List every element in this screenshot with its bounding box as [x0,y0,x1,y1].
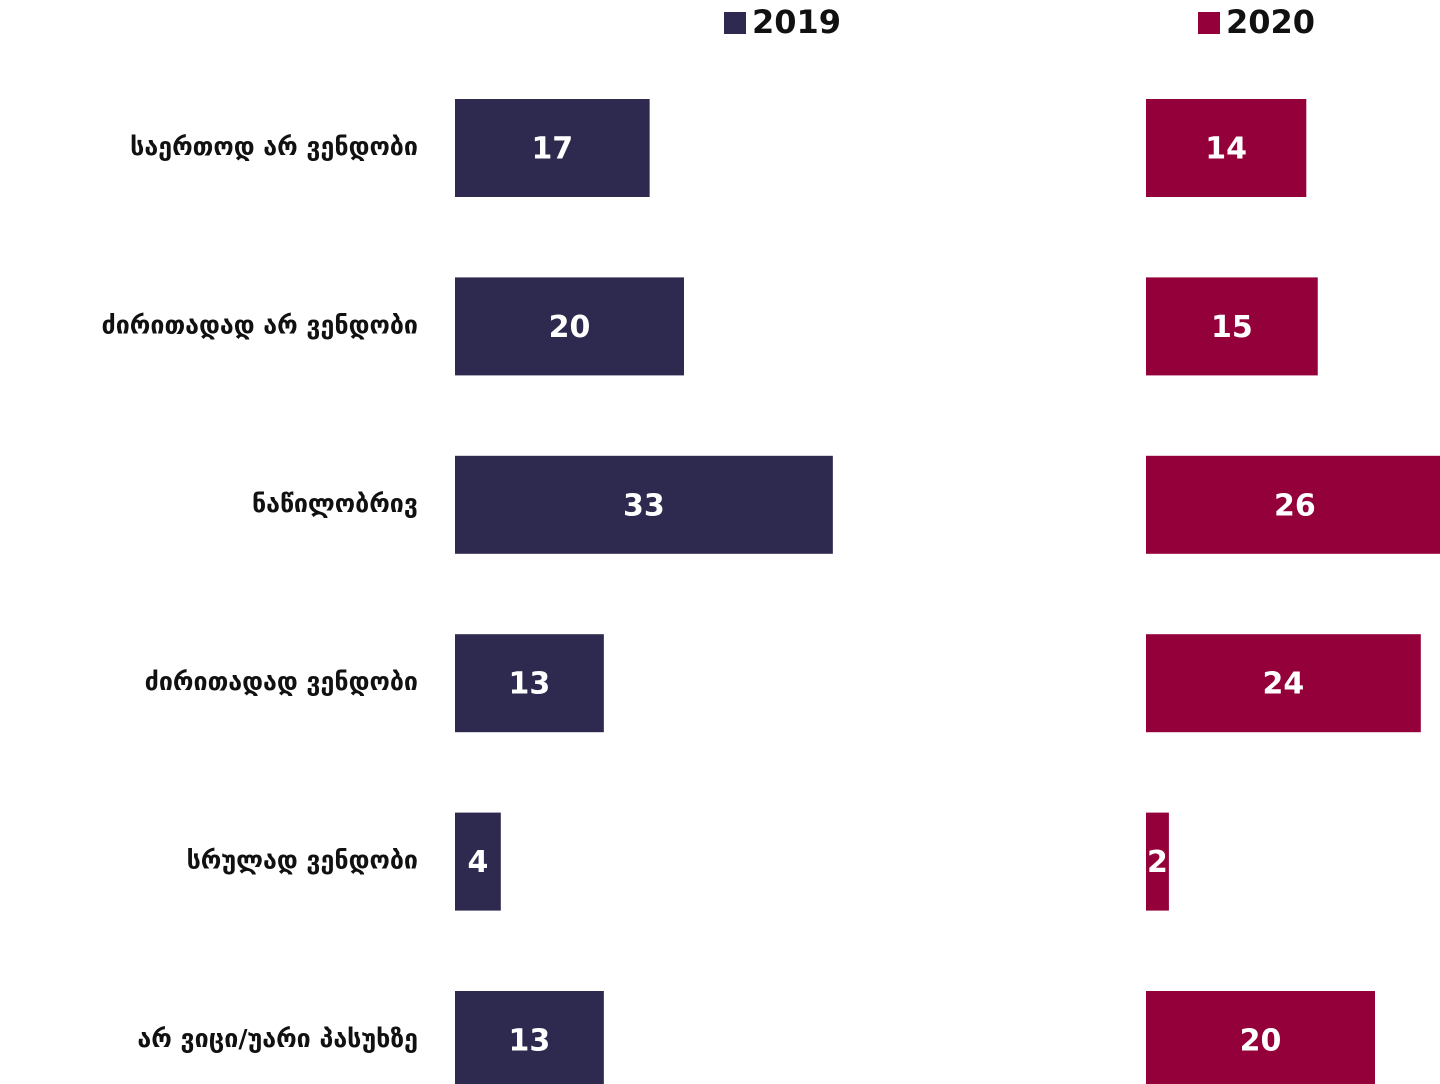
value-label: 15 [1211,310,1253,345]
value-label: 33 [623,488,665,523]
bar [455,991,604,1084]
bar [455,812,501,911]
value-label: 20 [549,310,591,345]
bar [1146,634,1421,733]
bar [1146,991,1375,1084]
value-label: 2 [1147,845,1168,880]
bar [1146,99,1307,197]
legend-label: 2020 [1226,3,1315,41]
category-label: ნაწილობრივ [252,489,418,518]
value-label: 13 [509,1024,551,1059]
value-label: 24 [1263,667,1305,702]
category-label: ძირითადად არ ვენდობი [102,310,418,339]
value-label: 20 [1240,1024,1282,1059]
bar [1146,812,1169,911]
category-label: არ ვიცი/უარი პასუხზე [137,1024,418,1053]
bar [455,277,684,376]
bar [455,455,833,554]
value-label: 14 [1205,132,1247,167]
value-label: 4 [467,845,488,880]
bar [455,634,604,733]
bar [455,99,650,197]
category-label: სრულად ვენდობი [187,846,418,875]
value-label: 17 [531,132,573,167]
bar [1146,277,1318,376]
value-label: 26 [1274,488,1316,523]
legend-swatch [1198,12,1220,34]
category-label: ძირითადად ვენდობი [145,667,418,696]
value-label: 13 [509,667,551,702]
bar [1146,455,1440,554]
legend-swatch [724,12,746,34]
category-label: საერთოდ არ ვენდობი [130,132,418,161]
legend-label: 2019 [752,3,841,41]
